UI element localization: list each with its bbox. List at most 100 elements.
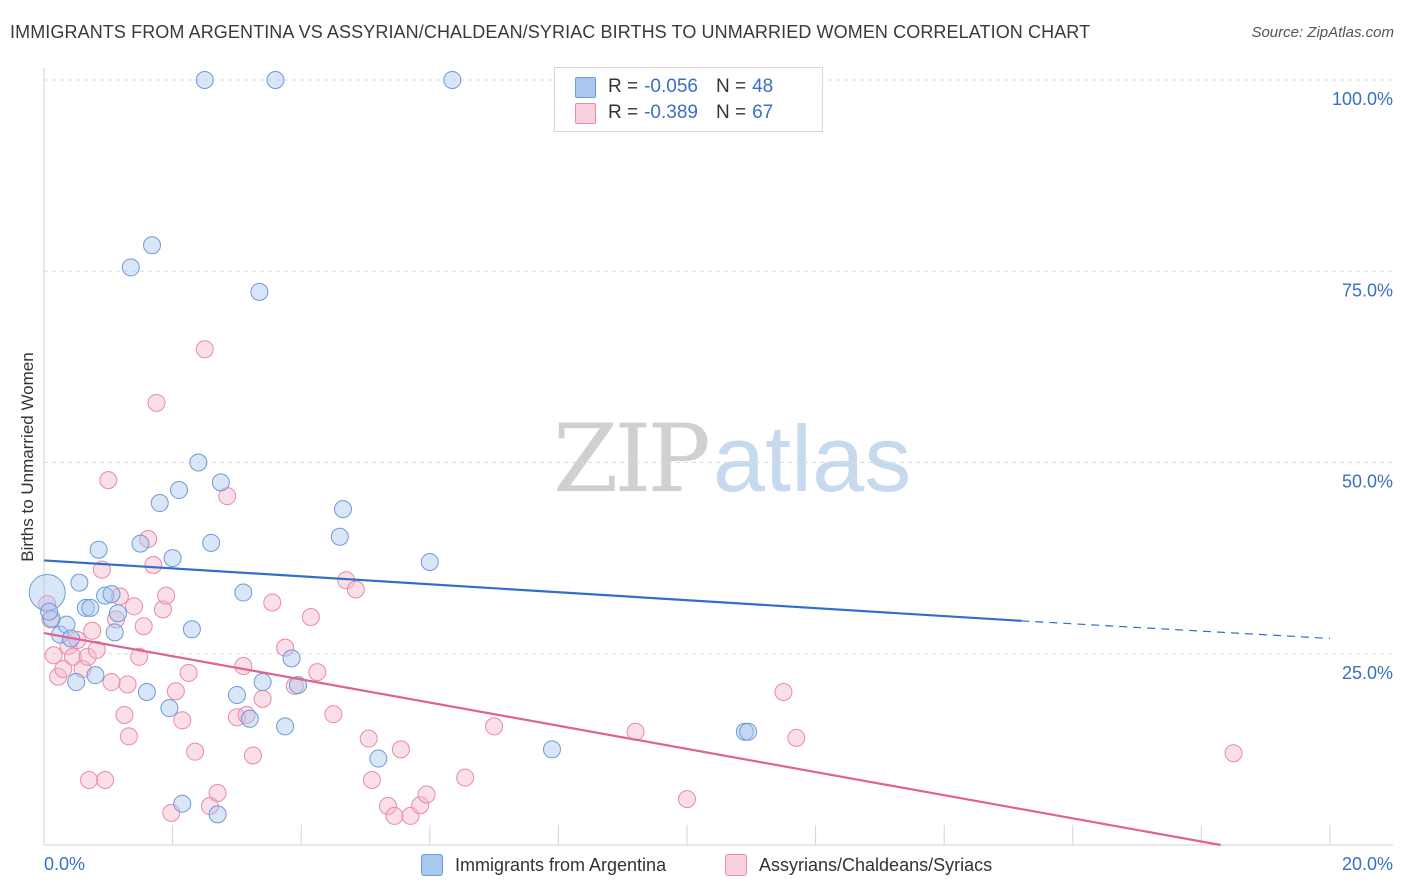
point-argentina	[202, 533, 221, 552]
point-assyrian	[80, 770, 99, 789]
legend-r-value: -0.389	[644, 102, 698, 123]
legend-n-value: 67	[752, 102, 774, 123]
point-argentina	[121, 258, 140, 277]
point-assyrian	[243, 746, 262, 765]
point-argentina	[173, 794, 192, 813]
legend-r-label: R =	[608, 76, 639, 97]
data-points	[28, 71, 1243, 825]
point-assyrian	[1224, 744, 1243, 763]
point-assyrian	[391, 740, 410, 759]
y-tick-label: 100.0%	[1332, 89, 1393, 109]
legend-r-label: R =	[608, 102, 639, 123]
point-assyrian	[195, 340, 214, 359]
point-assyrian	[38, 595, 57, 614]
point-assyrian	[99, 471, 118, 490]
point-assyrian	[456, 768, 475, 787]
point-argentina	[330, 527, 349, 546]
point-argentina	[195, 71, 214, 89]
point-assyrian	[78, 647, 97, 666]
bottom-legend-label: Immigrants from Argentina	[455, 854, 667, 875]
point-argentina	[333, 500, 352, 519]
y-tick-label: 50.0%	[1342, 472, 1393, 492]
point-argentina	[89, 540, 108, 559]
bottom-legend-argentina: Immigrants from Argentina	[421, 852, 666, 878]
point-assyrian	[411, 796, 430, 815]
point-assyrian	[119, 727, 138, 746]
point-assyrian	[359, 729, 378, 748]
point-argentina	[131, 534, 150, 553]
point-assyrian	[130, 647, 149, 666]
point-argentina	[240, 709, 259, 728]
point-assyrian	[54, 660, 73, 679]
legend-swatch-blue	[575, 76, 596, 98]
point-assyrian	[385, 806, 404, 825]
point-argentina	[137, 683, 156, 701]
legend-n-label: N =	[715, 102, 747, 123]
point-argentina	[96, 586, 115, 605]
point-assyrian	[157, 586, 176, 605]
trend-lines	[43, 559, 1331, 847]
y-axis-title-wrap: Births to Unmarried Women	[8, 0, 48, 892]
trend-line-assyrian	[43, 632, 1221, 847]
point-assyrian	[346, 580, 365, 599]
point-argentina	[739, 722, 758, 741]
trend-line-argentina	[43, 559, 1022, 622]
point-assyrian	[308, 663, 327, 682]
point-argentina	[282, 649, 301, 668]
point-assyrian	[173, 711, 192, 730]
watermark: ZIPatlas	[553, 405, 911, 514]
watermark-zip: ZIP	[553, 405, 711, 514]
point-argentina	[40, 602, 59, 621]
source-credit: Source: ZipAtlas.com	[1251, 24, 1394, 41]
point-assyrian	[324, 705, 343, 724]
bottom-legend-swatch-blue	[421, 854, 443, 876]
point-argentina	[86, 666, 105, 685]
point-argentina	[76, 598, 95, 617]
point-argentina	[227, 686, 246, 705]
axes	[43, 68, 1393, 846]
y-tick-label: 75.0%	[1342, 280, 1393, 300]
point-assyrian	[263, 593, 282, 612]
legend-swatch-pink	[575, 102, 596, 124]
point-argentina	[150, 494, 169, 513]
point-argentina	[105, 623, 124, 642]
point-assyrian	[115, 705, 134, 724]
point-assyrian	[144, 556, 163, 575]
point-assyrian	[166, 682, 185, 701]
point-argentina	[211, 473, 230, 492]
point-argentina	[102, 585, 121, 604]
y-tick-label: 25.0%	[1342, 663, 1393, 683]
point-assyrian	[362, 770, 381, 789]
legend-row-argentina: R = -0.056 N = 48	[575, 74, 773, 100]
point-argentina	[67, 673, 86, 692]
point-assyrian	[83, 621, 102, 640]
point-argentina	[420, 552, 439, 571]
point-assyrian	[276, 638, 295, 657]
point-assyrian	[118, 675, 137, 694]
point-assyrian	[87, 640, 106, 659]
watermark-atlas: atlas	[712, 406, 912, 511]
point-argentina	[163, 549, 182, 568]
legend-n-value: 48	[752, 76, 774, 97]
correlation-legend: R = -0.056 N = 48 R = -0.389 N = 67	[554, 67, 823, 132]
grid-lines	[44, 79, 1393, 655]
point-argentina	[143, 236, 162, 255]
point-argentina	[542, 740, 561, 759]
point-assyrian	[379, 796, 398, 815]
point-assyrian	[485, 717, 504, 736]
point-assyrian	[63, 647, 82, 666]
point-assyrian	[301, 608, 320, 627]
point-assyrian	[125, 597, 144, 616]
point-assyrian	[179, 663, 198, 682]
point-assyrian	[134, 617, 153, 636]
x-tick-label: 0.0%	[44, 854, 85, 874]
point-assyrian	[787, 728, 806, 747]
point-argentina	[288, 676, 307, 695]
point-argentina	[108, 604, 127, 623]
point-assyrian	[186, 742, 205, 761]
point-argentina	[208, 805, 227, 824]
point-assyrian	[234, 656, 253, 675]
bottom-legend-label: Assyrians/Chaldeans/Syriacs	[759, 854, 993, 875]
point-assyrian	[208, 783, 227, 802]
